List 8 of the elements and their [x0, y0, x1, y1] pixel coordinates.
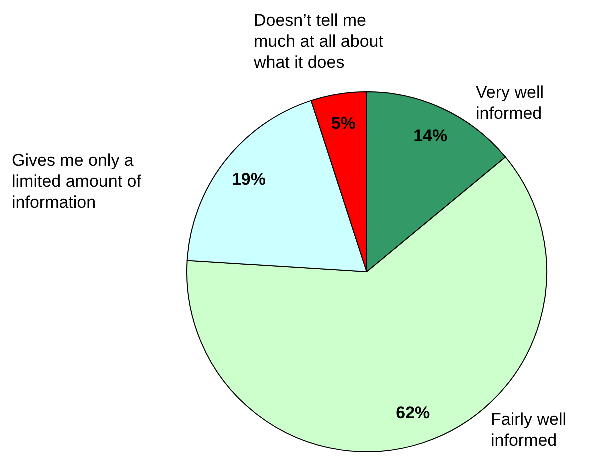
slice-label: Gives me only a limited amount of information: [12, 151, 142, 212]
data-label: 5%: [331, 114, 356, 133]
data-label: 14%: [414, 126, 448, 146]
slice-label: Very well informed: [476, 83, 544, 123]
data-label: 62%: [396, 404, 430, 423]
slice-label: Fairly well informed: [491, 410, 567, 450]
slice-label: Doesn’t tell me much at all about what it does: [253, 11, 384, 72]
data-label: 19%: [232, 170, 266, 189]
